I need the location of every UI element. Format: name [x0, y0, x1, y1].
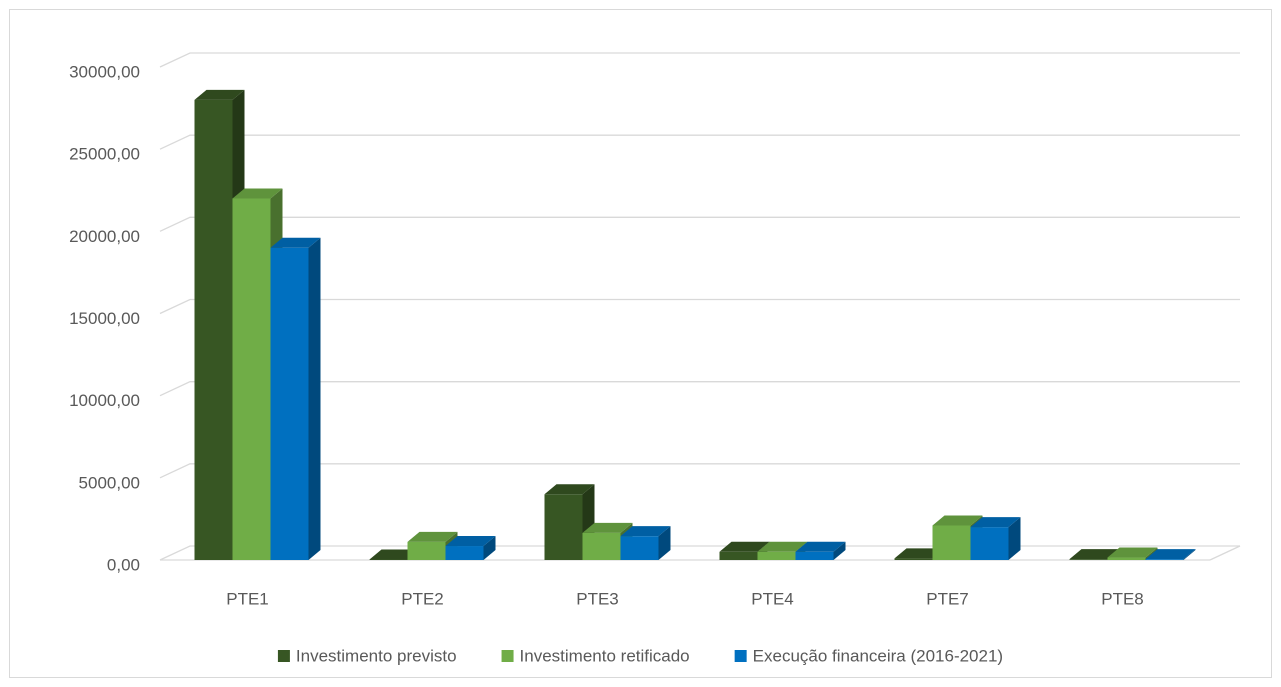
bar-front: [795, 551, 834, 560]
grid-line: [159, 381, 1240, 397]
grid-line: [159, 134, 1240, 150]
bar-top: [757, 541, 808, 552]
grid-line: [159, 298, 1240, 315]
bar: [970, 517, 1021, 560]
bar-front: [894, 558, 933, 560]
bar: [270, 237, 321, 560]
bar-front: [232, 198, 271, 560]
bar-front: [620, 536, 659, 560]
bar-front: [719, 551, 758, 560]
x-tick-label: PTE3: [576, 589, 619, 608]
grid-line: [159, 545, 1240, 561]
grid-line: [159, 216, 1240, 232]
x-tick-label: PTE1: [226, 589, 269, 608]
bar-top: [582, 522, 633, 533]
bar-top: [369, 549, 420, 560]
x-tick-label: PTE7: [926, 589, 969, 608]
bar-front: [970, 527, 1009, 560]
bar-top: [795, 541, 846, 552]
bar-front: [1145, 559, 1184, 560]
bar: [795, 541, 846, 560]
legend-swatch: [734, 650, 747, 662]
bar-front: [932, 525, 971, 560]
x-tick-label: PTE8: [1101, 589, 1144, 608]
bar-top: [194, 89, 245, 100]
bar-side: [1008, 517, 1021, 560]
bar: [544, 484, 595, 560]
bar-side: [308, 237, 321, 560]
bar: [620, 526, 671, 560]
bar: [445, 536, 496, 560]
bar-top: [407, 531, 458, 542]
bar-front: [407, 541, 446, 560]
bar-front: [445, 546, 484, 560]
bar-top: [232, 188, 283, 199]
y-tick-label: 30000,00: [69, 62, 140, 81]
legend-label: Investimento previsto: [296, 646, 457, 665]
bar: [1145, 549, 1196, 560]
bar-top: [894, 548, 945, 559]
x-tick-label: PTE4: [751, 589, 794, 608]
bar-front: [1069, 559, 1108, 560]
legend-item: Investimento retificado: [501, 646, 690, 665]
grid-line: [159, 52, 1240, 68]
bar-top: [620, 526, 671, 537]
floor-edge: [1209, 545, 1241, 561]
bar-top: [719, 541, 770, 552]
legend-item: Execução financeira (2016-2021): [734, 646, 1003, 665]
bar-front: [757, 551, 796, 560]
bar-top: [932, 515, 983, 526]
y-tick-label: 5000,00: [79, 473, 140, 492]
y-tick-label: 10000,00: [69, 391, 140, 410]
bar-front: [194, 99, 233, 560]
y-tick-label: 25000,00: [69, 145, 140, 164]
bar-top: [544, 484, 595, 495]
legend-label: Investimento retificado: [520, 646, 690, 665]
y-tick-label: 0,00: [107, 555, 140, 574]
bar-top: [270, 237, 321, 248]
bar-top: [1069, 549, 1120, 560]
x-tick-label: PTE2: [401, 589, 444, 608]
legend-swatch: [277, 650, 290, 662]
legend-swatch: [501, 650, 514, 662]
bar-top: [1145, 549, 1196, 560]
bar-top: [1107, 547, 1158, 558]
y-tick-label: 15000,00: [69, 309, 140, 328]
bar-top: [970, 517, 1021, 528]
bar-front: [582, 532, 621, 560]
bar-side: [658, 526, 671, 560]
bar-front: [1107, 557, 1146, 560]
bar-top: [445, 536, 496, 547]
bar-side: [1183, 549, 1196, 560]
legend-label: Execução financeira (2016-2021): [753, 646, 1003, 665]
bar-side: [483, 536, 496, 560]
bar-side: [833, 541, 846, 560]
bar-front: [544, 494, 583, 560]
legend-item: Investimento previsto: [277, 646, 457, 665]
y-tick-label: 20000,00: [69, 227, 140, 246]
grid-line: [159, 463, 1240, 479]
bar-front: [270, 247, 309, 560]
